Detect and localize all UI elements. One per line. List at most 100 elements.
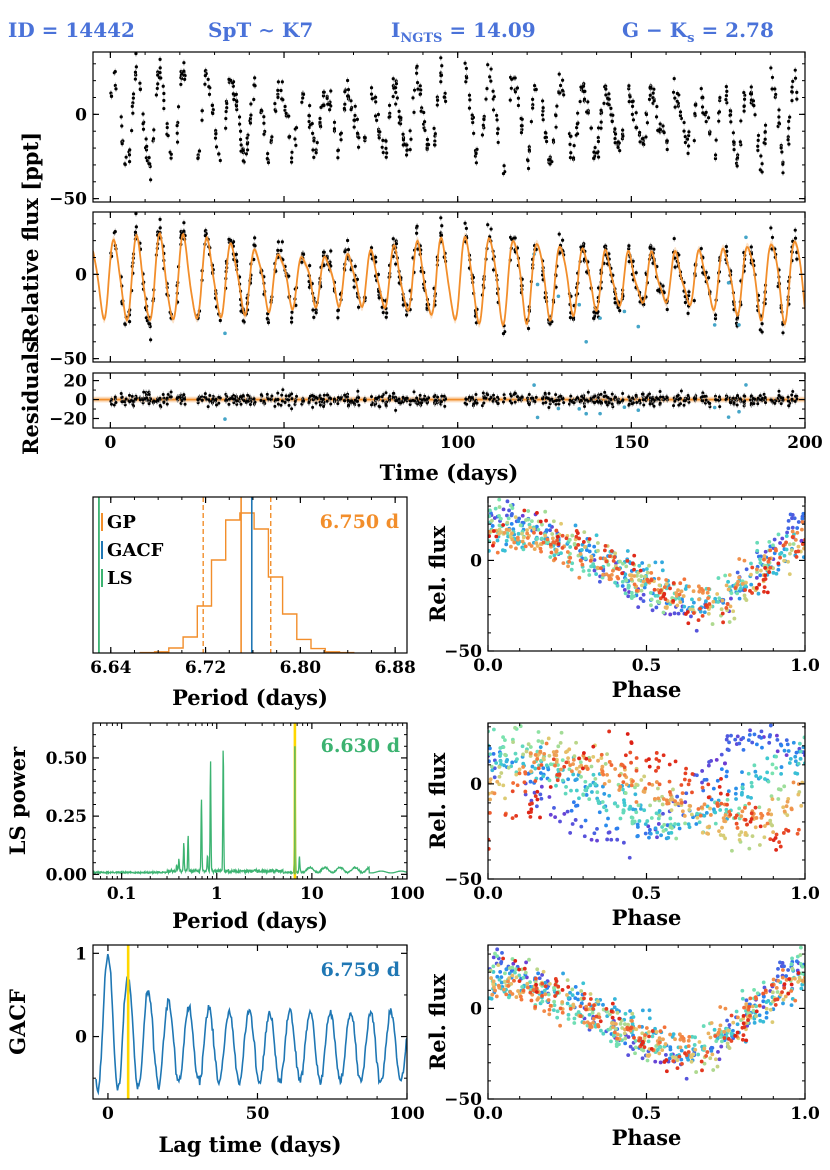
ls-periodogram-ytick-label: 0.00 <box>46 865 88 885</box>
residuals-point <box>269 397 273 401</box>
lightcurve-point <box>225 101 229 106</box>
residuals-outlier-point <box>744 383 748 387</box>
lightcurve-point <box>795 90 799 95</box>
lightcurve-point <box>420 106 424 110</box>
lightcurve-point <box>373 114 378 118</box>
residuals-frame <box>92 372 806 429</box>
lightcurve-point <box>436 98 440 102</box>
gp-data-point <box>300 260 304 264</box>
residuals-point <box>557 402 561 406</box>
lightcurve-point <box>328 102 332 107</box>
lightcurve-point <box>391 94 395 99</box>
lightcurve-point <box>300 100 304 104</box>
gp-data-point <box>385 311 389 315</box>
residuals-point <box>165 396 169 400</box>
lightcurve-point <box>217 152 221 156</box>
lightcurve-point <box>322 103 326 107</box>
gp-data-point <box>279 248 283 253</box>
lightcurve-point <box>161 84 165 88</box>
gp-outlier-point <box>535 282 540 287</box>
lightcurve-point <box>165 125 169 130</box>
lightcurve-point <box>425 137 430 142</box>
residuals-point <box>777 393 781 397</box>
gp-data-point <box>512 236 516 240</box>
residuals-point <box>200 398 204 402</box>
residuals-point <box>346 395 350 399</box>
gp-data-point <box>294 303 298 307</box>
lightcurve-point <box>394 82 399 86</box>
residuals-point <box>562 401 566 405</box>
lightcurve-point <box>131 96 135 100</box>
lightcurve-point <box>214 128 218 133</box>
residuals-point <box>510 401 514 405</box>
gp-period-posterior-xtick-label: 6.72 <box>185 658 226 678</box>
gp-data-point <box>652 247 656 251</box>
residuals-point <box>290 397 294 401</box>
lightcurve-point <box>515 86 520 90</box>
residuals-point <box>756 396 760 400</box>
lightcurve-point <box>763 123 768 127</box>
gp-outlier-point <box>744 235 748 240</box>
lightcurve-point <box>742 109 746 113</box>
lightcurve-point <box>473 149 478 153</box>
lightcurve-point <box>472 131 476 135</box>
residuals-point <box>280 399 284 403</box>
gp-fit-plot-area <box>93 212 805 344</box>
lightcurve-point <box>355 131 360 135</box>
lightcurve-point <box>388 115 392 119</box>
lightcurve-point <box>527 148 531 152</box>
residuals-point <box>245 399 249 403</box>
lightcurve-point <box>675 99 679 103</box>
residuals-point <box>708 401 712 405</box>
residuals-point <box>401 395 405 399</box>
residuals-point <box>322 400 326 404</box>
residuals-point <box>262 399 266 403</box>
lightcurve-point <box>145 159 149 163</box>
residuals-point <box>717 395 721 399</box>
residuals-point <box>651 397 655 401</box>
lightcurve-point <box>394 90 398 95</box>
lightcurve-point <box>599 126 603 130</box>
residuals-point <box>547 405 551 409</box>
residuals-point <box>742 400 746 404</box>
lightcurve-point <box>599 108 603 112</box>
residuals-point <box>161 392 165 396</box>
lightcurve-point <box>788 115 792 119</box>
lightcurve-point <box>731 131 735 135</box>
lightcurve-point <box>312 155 316 159</box>
lightcurve-point <box>481 123 485 127</box>
lightcurve-point <box>582 89 586 94</box>
lightcurve-point <box>729 109 733 113</box>
lightcurve-point <box>241 148 245 152</box>
lightcurve-point <box>595 151 599 155</box>
gp-data-point <box>322 263 326 267</box>
gp-data-point <box>725 249 729 254</box>
lightcurve-point <box>495 113 499 118</box>
residuals-point <box>779 396 783 400</box>
lightcurve-point <box>651 96 655 100</box>
lightcurve-point <box>773 87 777 91</box>
lightcurve-point <box>422 110 426 115</box>
lightcurve-point <box>576 111 580 115</box>
lightcurve-point <box>352 118 356 122</box>
residuals-point <box>658 401 662 405</box>
residuals-point <box>658 389 662 393</box>
residuals-outlier-point <box>556 406 561 411</box>
lightcurve-point <box>375 118 379 122</box>
gp-data-point <box>286 274 290 278</box>
lightcurve-point <box>508 98 512 102</box>
lightcurve-point <box>141 127 146 131</box>
lightcurve-point <box>373 95 378 99</box>
residuals-point <box>534 395 538 399</box>
gp-data-point <box>329 249 333 253</box>
gp-data-point <box>618 309 622 313</box>
residuals-point <box>276 391 280 395</box>
residuals-point <box>769 398 773 402</box>
lightcurve-point <box>182 61 186 65</box>
residuals-point <box>631 396 635 400</box>
residuals-point <box>736 394 740 398</box>
residuals-point <box>606 403 610 407</box>
lightcurve-point <box>760 170 764 174</box>
residuals-point <box>634 393 638 397</box>
gp-data-point <box>265 316 269 321</box>
